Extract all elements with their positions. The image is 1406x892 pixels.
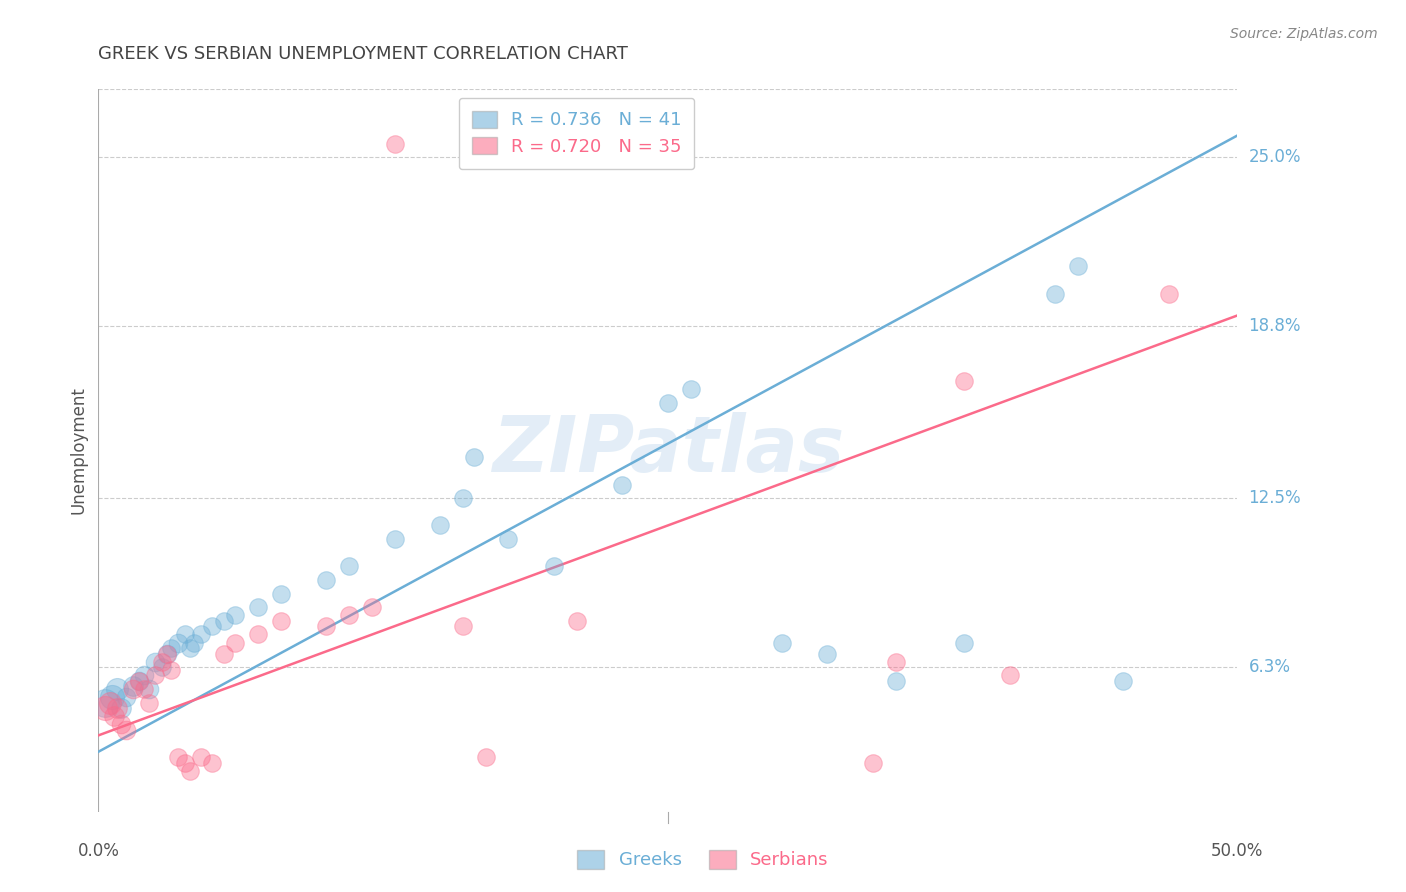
Text: Source: ZipAtlas.com: Source: ZipAtlas.com	[1230, 27, 1378, 41]
Point	[101, 690, 124, 705]
Point	[190, 627, 212, 641]
Point	[451, 491, 474, 505]
Point	[201, 756, 224, 770]
Point	[315, 573, 337, 587]
Point	[770, 635, 793, 649]
Text: 18.8%: 18.8%	[1249, 318, 1301, 335]
Point	[565, 614, 588, 628]
Point	[384, 136, 406, 151]
Point	[337, 559, 360, 574]
Point	[132, 681, 155, 696]
Text: 50.0%: 50.0%	[1211, 842, 1264, 860]
Text: GREEK VS SERBIAN UNEMPLOYMENT CORRELATION CHART: GREEK VS SERBIAN UNEMPLOYMENT CORRELATIO…	[98, 45, 628, 62]
Point	[953, 635, 976, 649]
Point	[884, 655, 907, 669]
Point	[212, 647, 235, 661]
Point	[138, 696, 160, 710]
Point	[246, 600, 269, 615]
Point	[612, 477, 634, 491]
Text: 12.5%: 12.5%	[1249, 489, 1301, 508]
Text: 6.3%: 6.3%	[1249, 658, 1291, 676]
Point	[179, 764, 201, 778]
Point	[150, 655, 173, 669]
Point	[156, 647, 179, 661]
Text: 25.0%: 25.0%	[1249, 148, 1301, 167]
Point	[150, 660, 173, 674]
Legend: Greeks, Serbians: Greeks, Serbians	[568, 841, 838, 879]
Point	[110, 701, 132, 715]
Point	[474, 750, 496, 764]
Point	[190, 750, 212, 764]
Point	[94, 696, 117, 710]
Point	[543, 559, 565, 574]
Point	[94, 701, 117, 715]
Point	[679, 382, 702, 396]
Point	[132, 668, 155, 682]
Point	[212, 614, 235, 628]
Point	[103, 709, 125, 723]
Point	[167, 750, 190, 764]
Point	[657, 396, 679, 410]
Point	[1157, 286, 1180, 301]
Point	[1043, 286, 1066, 301]
Point	[270, 586, 292, 600]
Point	[156, 647, 179, 661]
Point	[1112, 673, 1135, 688]
Text: 0.0%: 0.0%	[77, 842, 120, 860]
Point	[128, 673, 150, 688]
Text: ZIPatlas: ZIPatlas	[492, 412, 844, 489]
Point	[174, 627, 197, 641]
Point	[201, 619, 224, 633]
Point	[246, 627, 269, 641]
Point	[315, 619, 337, 633]
Point	[224, 608, 246, 623]
Legend: R = 0.736   N = 41, R = 0.720   N = 35: R = 0.736 N = 41, R = 0.720 N = 35	[458, 97, 695, 169]
Point	[167, 635, 190, 649]
Y-axis label: Unemployment: Unemployment	[69, 386, 87, 515]
Point	[429, 518, 451, 533]
Point	[179, 641, 201, 656]
Point	[953, 374, 976, 388]
Point	[337, 608, 360, 623]
Point	[1067, 260, 1090, 274]
Point	[114, 690, 136, 705]
Point	[145, 655, 167, 669]
Point	[110, 717, 132, 731]
Point	[114, 723, 136, 737]
Point	[160, 663, 183, 677]
Point	[138, 681, 160, 696]
Point	[160, 641, 183, 656]
Point	[174, 756, 197, 770]
Point	[145, 668, 167, 682]
Point	[105, 701, 128, 715]
Point	[121, 679, 143, 693]
Point	[105, 681, 128, 696]
Point	[183, 635, 205, 649]
Point	[463, 450, 485, 465]
Point	[384, 532, 406, 546]
Point	[360, 600, 382, 615]
Point	[862, 756, 884, 770]
Point	[224, 635, 246, 649]
Point	[451, 619, 474, 633]
Point	[998, 668, 1021, 682]
Point	[121, 681, 143, 696]
Point	[270, 614, 292, 628]
Point	[498, 532, 520, 546]
Point	[884, 673, 907, 688]
Point	[128, 673, 150, 688]
Point	[98, 696, 121, 710]
Point	[815, 647, 838, 661]
